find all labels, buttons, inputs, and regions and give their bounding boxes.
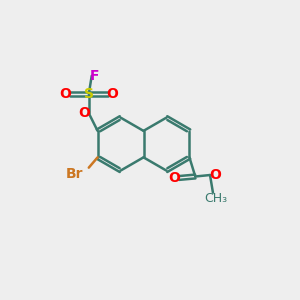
Text: O: O xyxy=(78,106,90,120)
Text: O: O xyxy=(209,168,221,182)
Text: O: O xyxy=(106,87,118,101)
Text: F: F xyxy=(90,69,99,83)
Text: CH₃: CH₃ xyxy=(204,192,227,205)
Text: O: O xyxy=(169,171,180,185)
Text: O: O xyxy=(60,87,71,101)
Text: Br: Br xyxy=(66,167,83,181)
Text: S: S xyxy=(84,87,94,101)
